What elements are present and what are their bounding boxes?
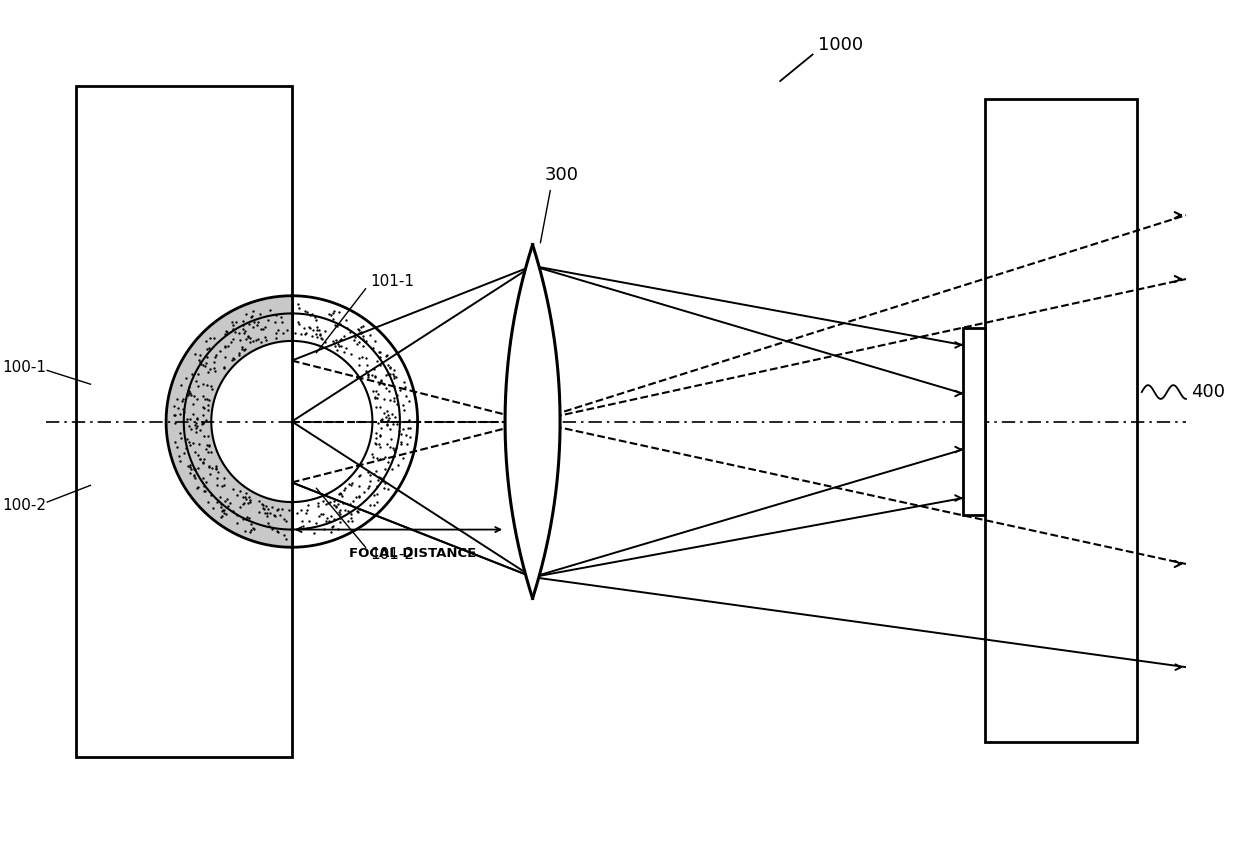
Text: 100-2: 100-2 — [2, 497, 46, 513]
Polygon shape — [166, 296, 291, 547]
Text: FOCAL DISTANCE: FOCAL DISTANCE — [348, 547, 476, 561]
Bar — [76, 86, 291, 757]
Text: 300: 300 — [546, 166, 579, 184]
Bar — [963, 328, 985, 515]
Polygon shape — [211, 341, 291, 502]
Text: 101-2: 101-2 — [371, 546, 414, 561]
Text: 101-1: 101-1 — [371, 275, 414, 289]
Text: 100-1: 100-1 — [2, 360, 46, 375]
Polygon shape — [166, 296, 291, 547]
Text: 1000: 1000 — [817, 35, 863, 54]
Bar — [985, 99, 1137, 743]
Polygon shape — [211, 341, 291, 502]
Polygon shape — [505, 244, 560, 599]
Text: 400: 400 — [1190, 383, 1225, 401]
